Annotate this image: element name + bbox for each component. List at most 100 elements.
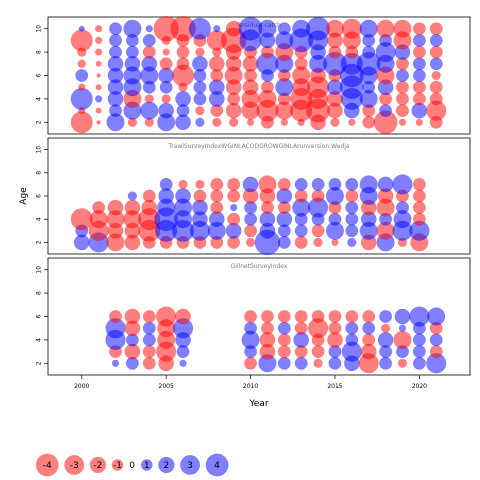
residual-bubble (162, 48, 170, 56)
residual-bubble (142, 345, 156, 359)
residual-bubble (277, 310, 291, 323)
residual-bubble (345, 310, 359, 323)
legend-label: 3 (187, 461, 193, 471)
residual-bubble (213, 25, 221, 33)
residual-bubble (415, 118, 423, 126)
residual-bubble (230, 203, 238, 212)
residual-bubble (396, 201, 409, 215)
x-tick-label: 2020 (412, 383, 427, 390)
residual-bubble (175, 308, 191, 325)
y-tick-label: 6 (36, 73, 43, 77)
residual-bubble (280, 118, 288, 126)
legend-label: -1 (113, 461, 122, 471)
residual-bubble (345, 333, 359, 347)
legend-bubble (64, 455, 85, 475)
residual-bubble (70, 29, 93, 52)
panel-title: GillnetSurveyIndex (231, 263, 288, 270)
residual-bubble (412, 345, 426, 359)
residual-bubble (140, 101, 159, 120)
residual-bubble (244, 356, 258, 370)
residual-bubble (328, 356, 342, 370)
residual-bubble (188, 17, 211, 40)
residual-bubble (195, 179, 205, 190)
residual-bubble (345, 189, 359, 203)
residual-bubble (178, 179, 188, 190)
residual-bubble (156, 306, 177, 327)
residual-bubble (227, 177, 241, 191)
residual-bubble (144, 94, 154, 104)
residual-bubble (393, 330, 412, 349)
residual-bubble (362, 321, 376, 335)
residual-bubble (412, 189, 426, 203)
residual-bubble (294, 224, 308, 238)
legend-bubble (89, 456, 107, 474)
residual-bubble (412, 22, 426, 36)
residual-bubble (380, 323, 391, 333)
residual-bubble (409, 306, 430, 327)
residual-bubble (398, 118, 407, 126)
residual-bubble (362, 115, 376, 129)
residual-bubble (412, 201, 426, 215)
y-tick-label: 8 (36, 171, 43, 175)
residual-bubble (96, 73, 101, 78)
residual-bubble (161, 94, 171, 104)
residual-bubble (109, 45, 122, 59)
residual-bubble (362, 333, 376, 347)
residual-bubble (142, 321, 156, 335)
y-tick-label: 2 (36, 120, 43, 124)
y-tick-label: 4 (36, 217, 43, 221)
residual-bubble (159, 177, 173, 191)
y-tick-label: 2 (36, 240, 43, 244)
y-tick-label: 10 (36, 146, 43, 154)
residual-bubble (311, 177, 325, 191)
residual-bubble (193, 80, 207, 94)
residual-bubble (175, 91, 191, 107)
legend-bubble (111, 459, 124, 471)
residual-bubble (92, 201, 106, 215)
residual-bubble (359, 175, 378, 194)
residual-bubble (412, 92, 426, 106)
residual-bubble (330, 117, 340, 127)
residual-bubble (260, 310, 274, 323)
residual-bubble (95, 36, 103, 45)
y-tick-label: 6 (36, 314, 43, 318)
residual-bubble (325, 19, 344, 38)
residual-bubble (258, 175, 277, 194)
residual-bubble (244, 310, 258, 323)
residual-bubble (359, 19, 378, 38)
residual-bubble (345, 224, 359, 238)
residual-bubble (412, 177, 426, 191)
residual-bubble (429, 22, 443, 36)
residual-bubble (294, 189, 308, 203)
residual-bubble (192, 55, 208, 72)
residual-bubble (142, 356, 156, 370)
legend-label: -3 (70, 461, 79, 471)
residual-bubble (145, 25, 153, 33)
residual-bubble (195, 47, 205, 57)
residual-bubble (109, 310, 122, 323)
residual-bubble (313, 237, 323, 248)
residual-bubble (260, 321, 274, 335)
residual-bubble (294, 356, 308, 370)
residual-bubble (142, 33, 156, 47)
residual-bubble (311, 310, 325, 323)
residual-bubble (244, 212, 258, 226)
residual-bubble (412, 333, 426, 347)
y-tick-label: 10 (36, 25, 43, 33)
residual-bubble (396, 92, 409, 106)
residual-bubble (412, 80, 426, 94)
residual-bubble (109, 22, 122, 36)
panel: GillnetSurveyIndex 2 4 6 8 10 (36, 257, 471, 376)
residual-bubble (379, 310, 393, 323)
legend-label: -4 (43, 461, 52, 471)
legend-label: -2 (93, 461, 102, 471)
residual-bubble (176, 57, 190, 71)
residual-bubble (277, 345, 291, 359)
residual-bubble (328, 212, 342, 226)
residual-bubble (193, 189, 207, 203)
residual-bubble (142, 310, 156, 323)
legend-bubble (35, 453, 59, 477)
residual-bubble (227, 212, 241, 226)
residual-bubble (376, 19, 395, 38)
x-axis-label: Year (248, 399, 268, 409)
